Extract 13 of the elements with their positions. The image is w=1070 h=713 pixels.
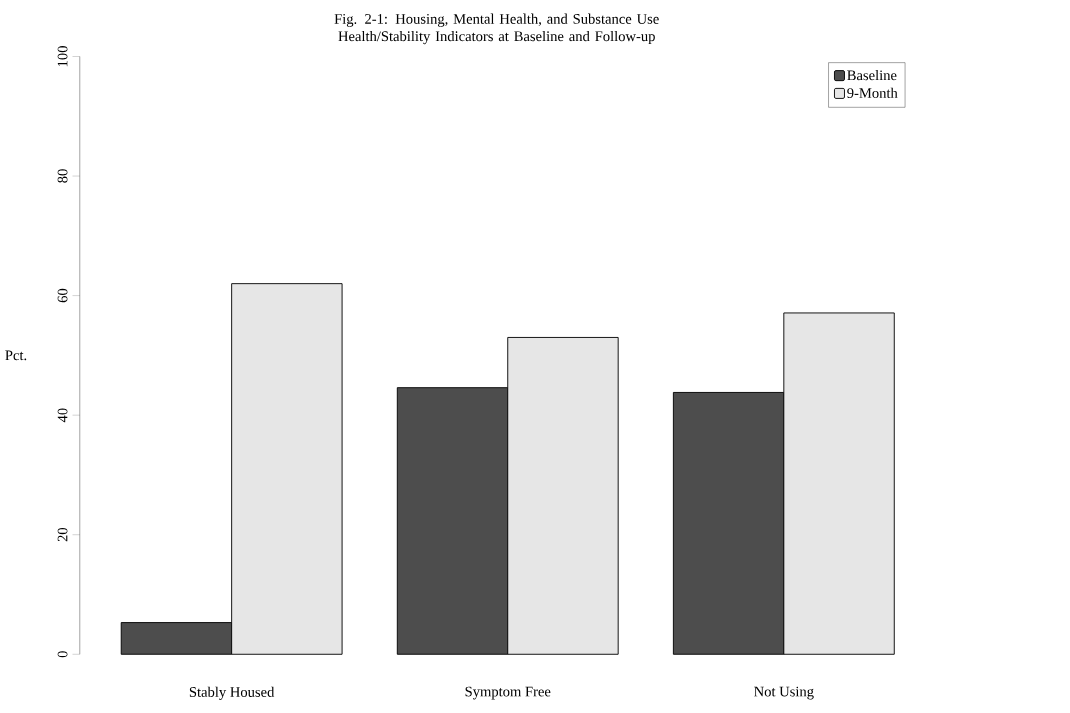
y-tick-label: 80 (57, 169, 68, 183)
x-tick-label: Stably Housed (189, 686, 275, 701)
chart-title: Fig. 2-1: Housing, Mental Health, and Substance Use Health/Stability Indicators at Baseline and Follow-up (334, 13, 659, 45)
y-axis-title: Pct. (5, 350, 27, 361)
legend-label: Baseline (847, 70, 897, 81)
y-tick-label: 100 (57, 46, 68, 67)
y-tick-label: 0 (57, 651, 68, 658)
y-tick-label: 20 (57, 528, 68, 542)
y-tick-label: 40 (57, 408, 68, 423)
x-tick-label: Symptom Free (465, 686, 551, 700)
legend-label: 9-Month (847, 87, 898, 99)
x-tick-label: Not Using (754, 686, 814, 700)
y-tick-label: 60 (57, 289, 68, 303)
